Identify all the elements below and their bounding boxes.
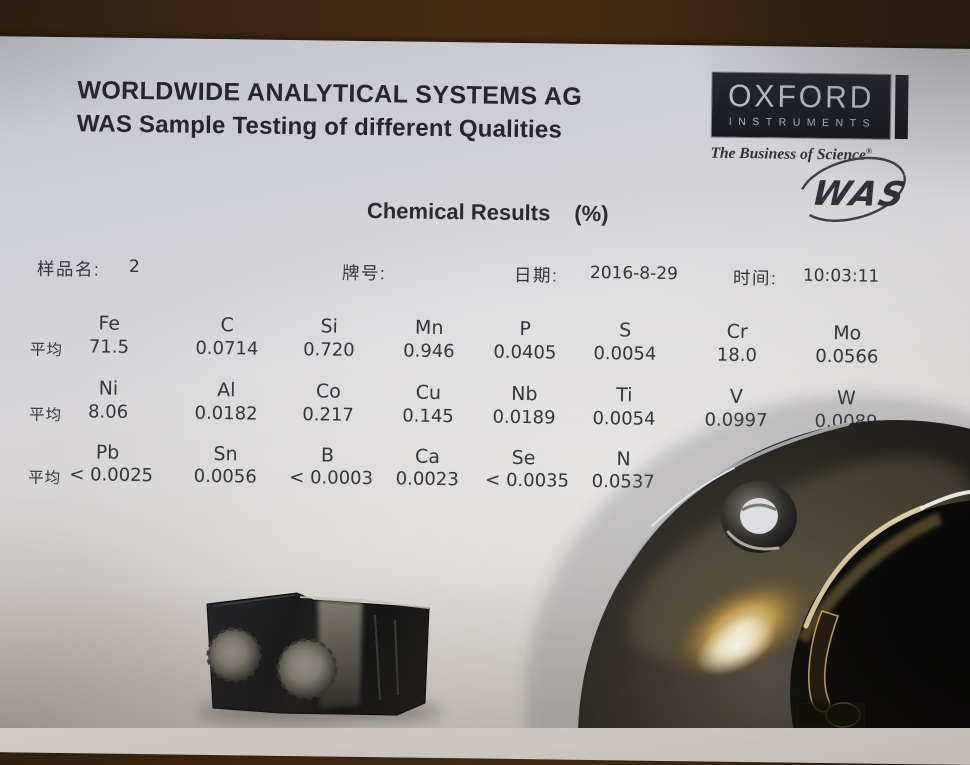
element-value: 0.145 — [402, 405, 454, 428]
average-prefix: 平均 — [28, 469, 62, 488]
element-row: Ni 8.06 Al 0.0182 Co 0.217 Cu 0.145 Nb 0.0189 Ti 0.… — [0, 36, 970, 433]
was-emblem-orbit — [798, 156, 906, 222]
document-paper: WORLDWIDE ANALYTICAL SYSTEMS AG WAS Samp… — [0, 36, 970, 765]
element-value: 8.06 — [87, 401, 129, 423]
element-symbol: Se — [511, 446, 536, 470]
average-prefix: 平均 — [28, 406, 63, 425]
element-symbol: W — [836, 387, 856, 410]
element-value: 0.946 — [403, 340, 455, 363]
element-symbol: Pb — [95, 441, 120, 464]
element-value: 0.0182 — [194, 402, 258, 425]
element-value: 0.0023 — [395, 468, 459, 491]
average-prefix: 平均 — [29, 341, 64, 360]
element-symbol: Ti — [616, 384, 633, 407]
element-symbol: Co — [315, 380, 341, 403]
element-table: Fe 71.5 C 0.0714 Si 0.720 Mn 0.946 P 0.0405 S 0.005… — [0, 36, 970, 529]
element-value: 18.0 — [716, 344, 758, 367]
element-value: 0.0405 — [493, 341, 557, 364]
element-symbol: Fe — [98, 312, 121, 335]
element-symbol: V — [729, 385, 743, 408]
was-emblem-icon: WAS — [798, 156, 911, 222]
element-symbol: N — [616, 448, 631, 471]
element-symbol: Ca — [414, 445, 441, 468]
element-value: < 0.0035 — [485, 469, 570, 492]
element-value: 0.0997 — [704, 409, 768, 432]
was-emblem-letters: WAS — [808, 174, 911, 214]
element-symbol: C — [220, 314, 235, 337]
element-symbol: Sn — [213, 443, 238, 466]
element-symbol: Nb — [511, 382, 538, 406]
element-value: 0.0566 — [815, 345, 879, 368]
element-symbol: Cr — [726, 320, 748, 344]
element-symbol: P — [519, 318, 532, 341]
element-value: 0.0054 — [593, 342, 657, 365]
element-value: 0.0054 — [592, 407, 656, 430]
element-value: 0.0089 — [814, 410, 878, 433]
element-symbol: Al — [217, 379, 236, 402]
element-value: 0.0714 — [195, 337, 259, 360]
element-value: < 0.0025 — [69, 464, 154, 487]
element-row: Fe 71.5 C 0.0714 Si 0.720 Mn 0.946 P 0.0405 S 0.005… — [0, 36, 970, 368]
element-value: 0.0537 — [591, 470, 655, 493]
document-content: WORLDWIDE ANALYTICAL SYSTEMS AG WAS Samp… — [0, 36, 970, 765]
element-symbol: B — [320, 444, 335, 467]
element-symbol: S — [619, 319, 632, 342]
element-value: 71.5 — [88, 336, 130, 358]
element-symbol: Si — [320, 315, 339, 338]
element-row: Pb < 0.0025 Sn 0.0056 B < 0.0003 Ca 0.0023 Se < 0… — [0, 36, 970, 492]
element-value: 0.0056 — [193, 465, 257, 488]
element-value: 0.0189 — [492, 406, 556, 429]
element-symbol: Ni — [98, 377, 119, 400]
element-value: 0.720 — [303, 339, 355, 361]
element-value: 0.217 — [302, 404, 354, 426]
element-value: < 0.0003 — [289, 467, 374, 490]
element-symbol: Mn — [414, 316, 444, 340]
element-symbol: Mo — [833, 322, 862, 345]
element-symbol: Cu — [415, 381, 442, 404]
